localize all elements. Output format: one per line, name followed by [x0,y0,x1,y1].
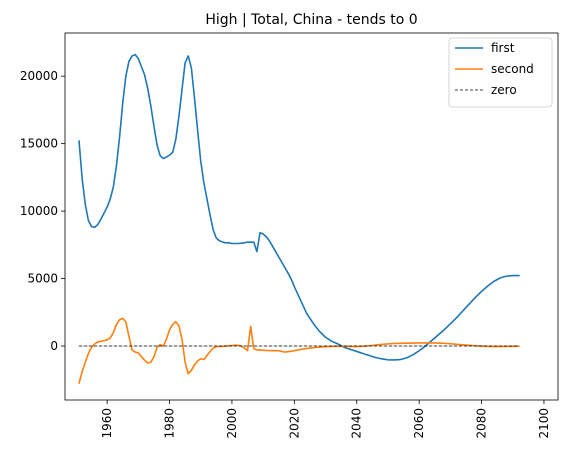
series-line-first [78,53,520,361]
legend-label-first: first [491,41,515,55]
y-tick-label-20000: 20000 [20,69,58,83]
y-tick-label-0: 0 [50,339,58,353]
chart-title: High | Total, China - tends to 0 [205,12,417,28]
y-tick-label-10000: 10000 [20,204,58,218]
x-tick-label-2040: 2040 [350,408,364,439]
x-tick-label-1980: 1980 [163,408,177,439]
x-tick-label-2000: 2000 [225,408,239,439]
y-tick-label-15000: 15000 [20,137,58,151]
series-line-second [78,317,520,384]
legend-label-second: second [491,62,534,76]
plot-frame [64,32,559,401]
y-tick-label-5000: 5000 [27,272,58,286]
series-layer [78,53,520,384]
axes-layer: 1960 1980 2000 2020 2040 2060 2080 2100 0 5000 100… [20,32,559,439]
legend-label-zero: zero [491,83,517,97]
x-tick-label-1960: 1960 [100,408,114,439]
x-tick-label-2060: 2060 [412,408,426,439]
x-tick-label-2020: 2020 [287,408,301,439]
legend: first second zero [448,37,553,108]
legend-box [448,37,553,108]
x-tick-label-2080: 2080 [475,408,489,439]
x-tick-label-2100: 2100 [537,408,551,439]
